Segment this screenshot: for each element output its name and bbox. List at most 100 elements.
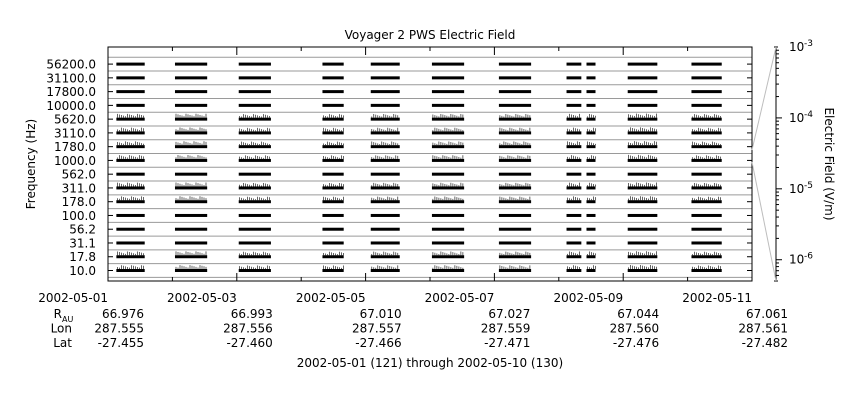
data-bar — [691, 131, 722, 135]
ephemeris-value: 287.559 — [481, 322, 531, 336]
data-bar — [174, 213, 208, 217]
colorbar-tick-label: 10 — [789, 111, 804, 125]
data-noise — [692, 196, 721, 201]
colorbar: 10-310-410-510-6 — [751, 39, 813, 282]
data-bar — [116, 255, 145, 259]
data-noise — [239, 141, 270, 146]
data-bar — [586, 186, 596, 190]
data-bar — [431, 117, 465, 121]
data-bar — [691, 269, 722, 272]
data-bar — [370, 103, 400, 107]
data-bar — [431, 227, 465, 231]
data-bar — [498, 241, 532, 245]
ephemeris-row-label: Lon — [51, 322, 72, 336]
data-bar — [370, 186, 400, 190]
data-bar — [174, 255, 208, 259]
data-bar — [322, 172, 344, 176]
ephemeris-value: -27.476 — [613, 336, 659, 350]
data-noise — [567, 196, 580, 201]
data-noise — [567, 182, 580, 187]
data-bar — [691, 145, 722, 149]
data-noise — [692, 155, 721, 159]
data-noise — [587, 141, 596, 146]
data-bar — [174, 227, 208, 231]
data-bar — [627, 172, 658, 176]
data-bar — [116, 145, 145, 149]
data-bar — [498, 255, 532, 259]
data-bar — [370, 255, 400, 259]
data-bar — [498, 200, 532, 204]
data-noise — [692, 265, 721, 269]
data-bar — [174, 62, 208, 66]
data-bar — [498, 76, 532, 80]
data-bar — [691, 103, 722, 107]
data-bar — [238, 158, 271, 162]
colorbar-tick-exponent: -6 — [804, 252, 813, 262]
data-noise — [117, 196, 144, 201]
data-noise — [567, 113, 580, 118]
data-bar — [174, 269, 208, 272]
data-bar — [322, 255, 344, 259]
chart-title: Voyager 2 PWS Electric Field — [345, 28, 516, 42]
data-bar — [238, 145, 271, 149]
data-noise — [567, 265, 580, 269]
data-bar — [116, 186, 145, 190]
data-bar — [627, 158, 658, 162]
data-bar — [586, 227, 596, 231]
data-noise — [692, 127, 721, 132]
data-bar — [627, 269, 658, 272]
data-bar — [174, 145, 208, 149]
data-bar — [431, 200, 465, 204]
y-tick-label: 10.0 — [69, 264, 96, 278]
data-bar — [116, 269, 145, 272]
data-noise — [117, 182, 144, 187]
data-noise — [587, 182, 596, 187]
data-noise — [432, 196, 464, 201]
data-noise — [239, 127, 270, 132]
colorbar-tick-label: 10 — [789, 253, 804, 267]
data-noise — [371, 155, 399, 159]
data-noise — [628, 196, 657, 201]
ephemeris-value: 66.993 — [231, 307, 273, 321]
data-bar — [431, 255, 465, 259]
data-noise — [239, 182, 270, 187]
colorbar-connector — [751, 161, 777, 282]
data-bar — [370, 90, 400, 94]
data-bar — [586, 76, 596, 80]
data-noise — [323, 251, 344, 256]
data-bar — [116, 117, 145, 121]
data-bar — [116, 90, 145, 94]
data-bar — [498, 103, 532, 107]
data-noise — [587, 155, 596, 159]
colorbar-tick-exponent: -5 — [804, 181, 813, 191]
ephemeris-value: -27.460 — [226, 336, 272, 350]
data-noise — [175, 265, 207, 269]
data-bar — [370, 200, 400, 204]
colorbar-label: Electric Field (V/m) — [822, 107, 836, 220]
data-noise — [239, 155, 270, 159]
data-bar — [370, 227, 400, 231]
ephemeris-value: 287.561 — [738, 322, 788, 336]
x-tick-label: 2002-05-05 — [296, 291, 366, 305]
ephemeris-value: 66.976 — [102, 307, 144, 321]
data-bar — [174, 131, 208, 135]
data-bar — [370, 158, 400, 162]
data-bar — [586, 117, 596, 121]
data-bar — [627, 131, 658, 135]
ephemeris-row-label: R — [54, 307, 62, 321]
colorbar-tick-label: 10 — [789, 182, 804, 196]
data-bar — [586, 241, 596, 245]
data-noise — [371, 265, 399, 269]
ephemeris-value: -27.482 — [742, 336, 788, 350]
data-noise — [371, 251, 399, 256]
y-tick-label: 1000.0 — [54, 154, 96, 168]
data-bar — [431, 76, 465, 80]
data-bar — [498, 158, 532, 162]
data-bar — [566, 158, 582, 162]
data-marks — [116, 62, 722, 272]
data-noise — [628, 251, 657, 256]
data-bar — [566, 90, 582, 94]
data-bar — [627, 145, 658, 149]
data-noise — [432, 251, 464, 256]
